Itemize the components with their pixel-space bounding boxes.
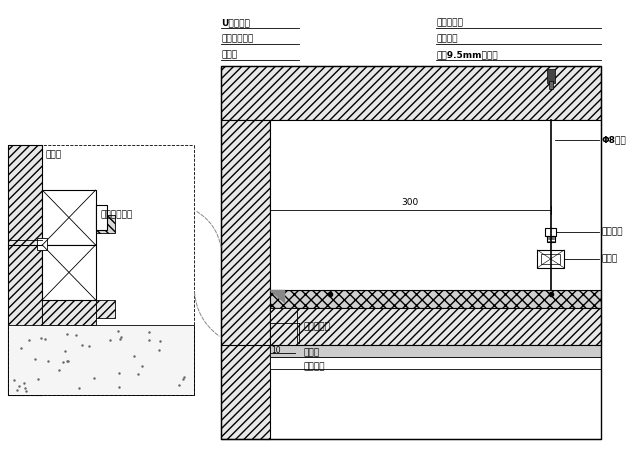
Bar [222, 66, 601, 121]
Bar [270, 308, 297, 368]
Text: 灌浆层: 灌浆层 [304, 348, 320, 358]
Bar [42, 190, 95, 245]
Bar [222, 66, 601, 439]
Text: Φ8吊筋: Φ8吊筋 [601, 136, 625, 145]
Bar [42, 300, 95, 325]
Text: 木龙骨: 木龙骨 [222, 51, 237, 60]
Bar [222, 121, 270, 439]
Bar [270, 356, 601, 369]
FancyArrowPatch shape [195, 293, 219, 336]
Bar [270, 290, 601, 308]
Text: 模型石膏填缝: 模型石膏填缝 [100, 210, 133, 219]
Bar [537, 250, 564, 268]
Bar [95, 300, 115, 318]
Text: 10: 10 [271, 346, 281, 355]
Bar [547, 69, 555, 83]
Text: 模型石膏填缝: 模型石膏填缝 [222, 35, 254, 44]
FancyArrowPatch shape [197, 212, 221, 247]
Text: 建筑结构层: 建筑结构层 [304, 323, 330, 332]
Bar [95, 205, 107, 230]
Bar [8, 145, 42, 394]
Bar [549, 82, 553, 90]
Text: 主龙骨: 主龙骨 [601, 254, 617, 264]
Bar [270, 121, 601, 290]
Bar [38, 238, 47, 250]
Bar [270, 308, 601, 345]
Bar [95, 215, 115, 233]
Text: 300: 300 [402, 198, 419, 207]
Text: 木龙骨: 木龙骨 [45, 150, 62, 159]
Text: 建筑结构层: 建筑结构层 [436, 19, 463, 28]
Text: 龙骨吊件: 龙骨吊件 [601, 227, 622, 236]
Bar [42, 245, 95, 300]
Bar [541, 254, 560, 264]
Text: 石材墙面: 石材墙面 [304, 363, 325, 371]
Bar [547, 236, 555, 242]
Bar [545, 228, 556, 236]
Bar [270, 345, 601, 356]
Text: 双层9.5mm石膏板: 双层9.5mm石膏板 [436, 51, 498, 60]
Text: U型边龙骨: U型边龙骨 [222, 19, 251, 28]
Text: 轻钢龙骨: 轻钢龙骨 [436, 35, 458, 44]
Polygon shape [270, 290, 284, 302]
Bar [8, 325, 194, 394]
